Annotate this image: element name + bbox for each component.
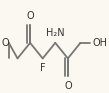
Text: O: O	[64, 81, 72, 91]
Text: F: F	[40, 63, 46, 73]
Text: O: O	[1, 38, 9, 48]
Text: O: O	[26, 11, 34, 21]
Text: H₂N: H₂N	[46, 28, 65, 38]
Text: OH: OH	[92, 38, 107, 48]
